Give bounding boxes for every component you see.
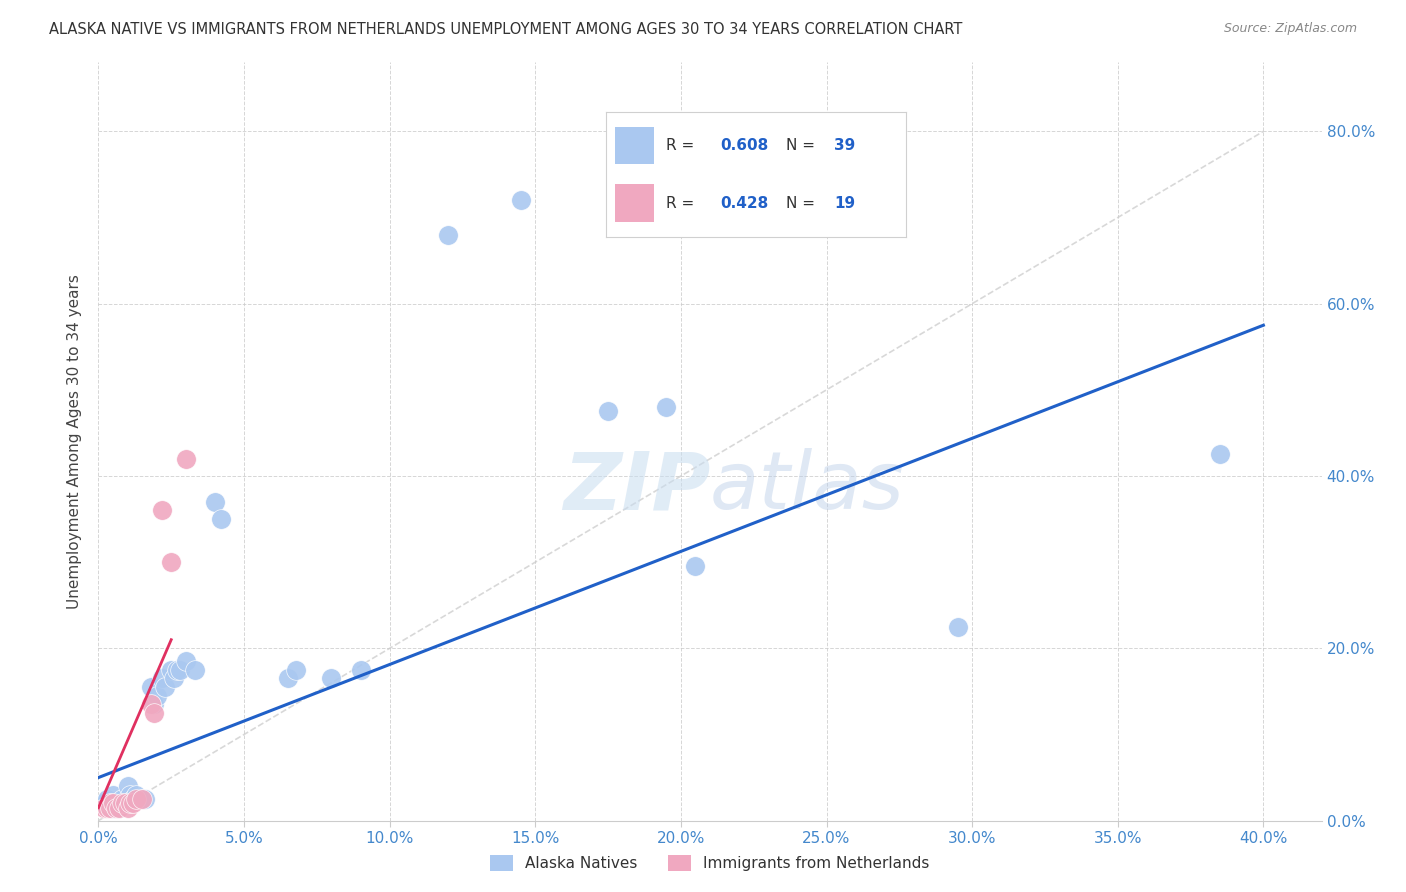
Point (285, 663, 308, 677)
Point (131, 792, 153, 806)
Point (139, 680, 162, 694)
Text: ALASKA NATIVE VS IMMIGRANTS FROM NETHERLANDS UNEMPLOYMENT AMONG AGES 30 TO 34 YE: ALASKA NATIVE VS IMMIGRANTS FROM NETHERL… (49, 22, 963, 37)
Point (114, 797, 136, 811)
Point (117, 801, 139, 815)
Point (655, 400, 678, 414)
Point (108, 801, 131, 815)
Point (152, 503, 174, 517)
Point (145, 689, 167, 703)
Point (111, 797, 134, 811)
Point (204, 495, 226, 509)
Point (104, 801, 127, 815)
Point (125, 792, 148, 806)
Point (98, 797, 121, 811)
Point (114, 797, 136, 811)
Point (134, 792, 156, 806)
Point (93, 801, 115, 815)
Point (166, 663, 188, 677)
Point (120, 797, 142, 811)
Point (101, 788, 124, 802)
Point (117, 779, 139, 793)
Point (946, 620, 969, 634)
Legend: Alaska Natives, Immigrants from Netherlands: Alaska Natives, Immigrants from Netherla… (484, 849, 936, 878)
Point (101, 797, 124, 811)
Point (174, 451, 197, 466)
Point (122, 797, 145, 811)
Point (183, 663, 205, 677)
Point (163, 672, 186, 686)
Point (98, 797, 121, 811)
Point (1208, 447, 1232, 461)
Point (160, 555, 183, 569)
Point (321, 672, 343, 686)
Point (685, 559, 707, 574)
Point (120, 788, 142, 802)
Point (142, 698, 165, 712)
Point (174, 654, 197, 668)
Point (125, 788, 148, 802)
Point (139, 698, 162, 712)
Point (108, 801, 131, 815)
Text: Source: ZipAtlas.com: Source: ZipAtlas.com (1223, 22, 1357, 36)
Point (437, 227, 460, 242)
Point (98, 801, 121, 815)
Point (349, 663, 371, 677)
Point (160, 663, 183, 677)
Text: ZIP: ZIP (562, 448, 710, 526)
Text: atlas: atlas (710, 448, 905, 526)
Y-axis label: Unemployment Among Ages 30 to 34 years: Unemployment Among Ages 30 to 34 years (67, 274, 83, 609)
Point (209, 512, 232, 526)
Point (111, 792, 134, 806)
Point (96, 801, 118, 815)
Point (93, 797, 115, 811)
Point (155, 680, 177, 694)
Point (596, 404, 619, 418)
Point (122, 792, 145, 806)
Point (104, 797, 127, 811)
Point (169, 663, 191, 677)
Point (142, 706, 165, 720)
Point (131, 792, 153, 806)
Point (152, 672, 174, 686)
Point (277, 672, 299, 686)
Point (96, 792, 118, 806)
Point (509, 194, 531, 208)
Point (101, 801, 124, 815)
